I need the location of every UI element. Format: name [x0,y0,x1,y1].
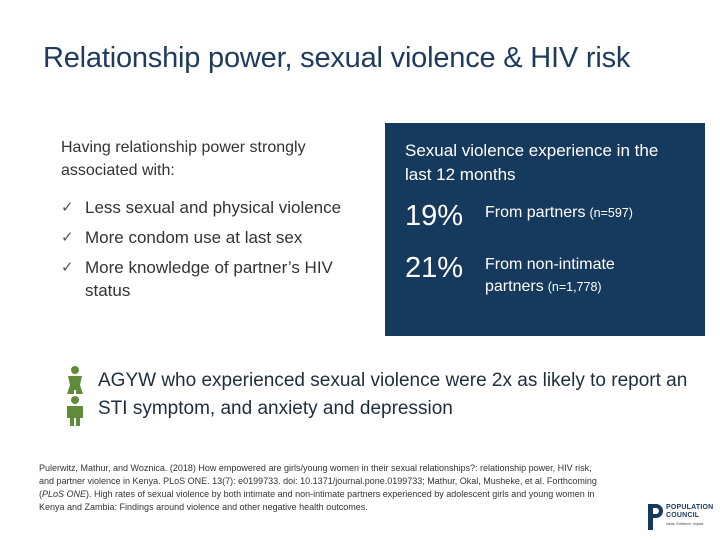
checkmark-icon: ✓ [61,228,74,246]
stat-row-non-intimate-partners: 21% From non-intimate partners (n=1,778) [405,251,687,298]
stat-sample-size: (n=1,778) [547,280,602,294]
stat-value: 19% [405,200,464,232]
logo-line-2: COUNCIL [666,512,700,519]
stat-value: 21% [405,252,464,284]
list-item: ✓ More condom use at last sex [61,226,361,249]
key-finding: AGYW who experienced sexual violence wer… [58,365,698,429]
key-finding-text: AGYW who experienced sexual violence wer… [98,370,688,419]
stat-sample-size: (n=597) [589,206,633,220]
stat-row-partners: 19% From partners (n=597) [405,199,687,233]
relationship-power-intro: Having relationship power strongly assoc… [61,139,306,179]
list-item-label: More condom use at last sex [85,228,303,247]
list-item: ✓ More knowledge of partner’s HIV status [61,256,361,302]
journal-name: PLoS ONE [42,489,87,499]
checkmark-icon: ✓ [61,258,74,276]
population-council-logo: POPULATION COUNCIL Ideas. Evidence. Impa… [646,498,716,534]
list-item-label: Less sexual and physical violence [85,198,342,217]
stat-description: From partners (n=597) [485,199,633,224]
logo-wordmark: POPULATION COUNCIL [666,504,713,520]
reference-text: Pulerwitz, Mathur, and Woznica. (2018) H… [39,463,597,499]
reference-citation: Pulerwitz, Mathur, and Woznica. (2018) H… [39,462,599,514]
stat-label: From non-intimate partners [485,256,615,295]
female-male-icon [67,366,83,426]
sexual-violence-stats-box: Sexual violence experience in the last 1… [385,123,705,336]
stat-description: From non-intimate partners (n=1,778) [485,251,687,298]
list-item: ✓ Less sexual and physical violence [61,196,361,219]
list-item-label: More knowledge of partner’s HIV status [85,258,333,300]
logo-line-1: POPULATION [666,504,714,511]
slide-title: Relationship power, sexual violence & HI… [43,42,631,74]
reference-text: ). High rates of sexual violence by both… [39,489,595,512]
stats-heading: Sexual violence experience in the last 1… [405,141,659,184]
relationship-power-panel: Having relationship power strongly assoc… [61,136,361,309]
checkmark-icon: ✓ [61,198,74,216]
stat-label: From partners [485,204,586,221]
logo-tagline: Ideas. Evidence. Impact. [666,522,705,526]
population-council-logo-mark [648,504,663,530]
associations-list: ✓ Less sexual and physical violence ✓ Mo… [61,196,361,302]
